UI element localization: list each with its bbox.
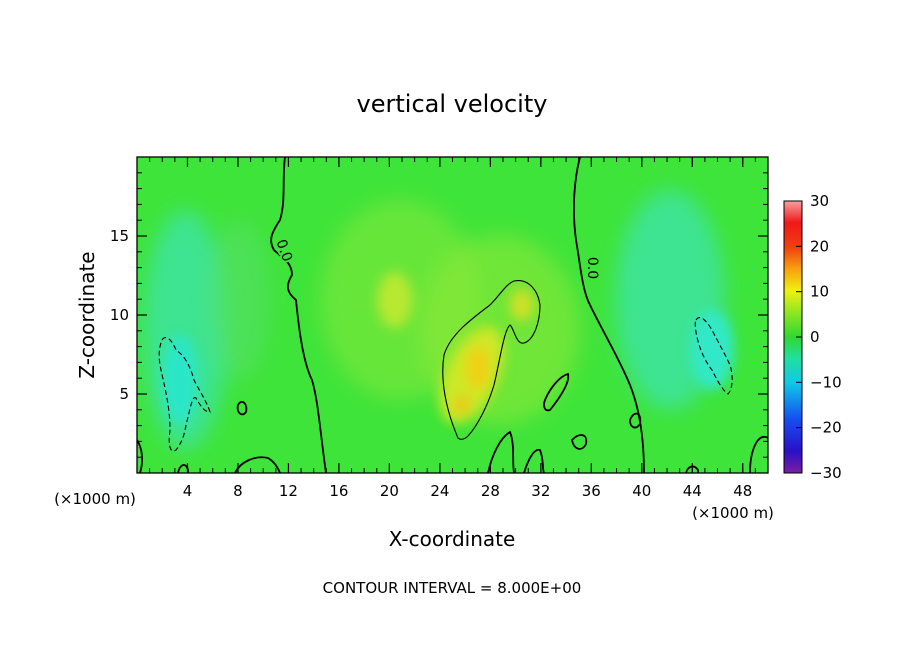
zero-contour-small-1 [236, 401, 248, 416]
positive-contour [442, 280, 541, 440]
zero-contour-right [573, 157, 645, 473]
x-tick-label: 8 [233, 482, 243, 500]
x-tick-label: 12 [279, 482, 298, 500]
zero-contour-left [270, 157, 327, 473]
contour-labels: 0.0 0.0 [270, 235, 602, 281]
x-tick-label: 48 [733, 482, 752, 500]
contour-lines [137, 157, 768, 473]
colorbar-tick-label: −10 [810, 373, 842, 391]
colorbar-ticks: 30 20 10 0 −10 −20 −30 [796, 192, 842, 482]
heatmap-field [137, 157, 768, 473]
colorbar-tick-label: 30 [810, 192, 829, 210]
negative-contour-right [694, 317, 733, 395]
x-tick-label: 36 [582, 482, 601, 500]
y-axis-label: Z-coordinate [75, 251, 99, 378]
y-unit-label: (×1000 m) [54, 490, 136, 508]
chart-title: vertical velocity [357, 90, 548, 118]
x-tick-label: 32 [531, 482, 550, 500]
negative-contour-left [158, 337, 211, 452]
zero-contour-bottom-mid1 [487, 430, 515, 473]
colorbar-tick-label: 0 [810, 328, 820, 346]
y-tick-label: 10 [110, 306, 129, 324]
x-unit-label: (×1000 m) [692, 504, 774, 522]
zero-contour-bottom-mid2 [523, 448, 545, 473]
colorbar: 30 20 10 0 −10 −20 −30 [783, 192, 842, 482]
colorbar-tick-label: −20 [810, 419, 842, 437]
contour-label-right: 0.0 [584, 257, 600, 279]
x-tick-label: 40 [632, 482, 651, 500]
contour-interval-text: CONTOUR INTERVAL = 8.000E+00 [323, 579, 582, 597]
x-axis-label: X-coordinate [389, 527, 516, 551]
zero-contour-bottom-left [234, 456, 281, 473]
colorbar-tick-label: 20 [810, 237, 829, 255]
colorbar-tick-label: −30 [810, 464, 842, 482]
colorbar-tick-label: 10 [810, 283, 829, 301]
x-tick-label: 44 [683, 482, 702, 500]
y-tick-label: 5 [119, 385, 129, 403]
x-tick-label: 28 [481, 482, 500, 500]
zero-contour-small-4 [629, 412, 642, 429]
x-tick-label: 24 [430, 482, 449, 500]
y-tick-label: 15 [110, 227, 129, 245]
x-tick-label: 16 [329, 482, 348, 500]
x-tick-label: 4 [183, 482, 193, 500]
zero-contour-bottom-right [749, 435, 768, 473]
zero-contour-left-edge [137, 439, 144, 473]
x-tick-label: 20 [380, 482, 399, 500]
zero-contour-small-3 [571, 434, 588, 450]
zero-contour-small-2 [543, 372, 570, 412]
